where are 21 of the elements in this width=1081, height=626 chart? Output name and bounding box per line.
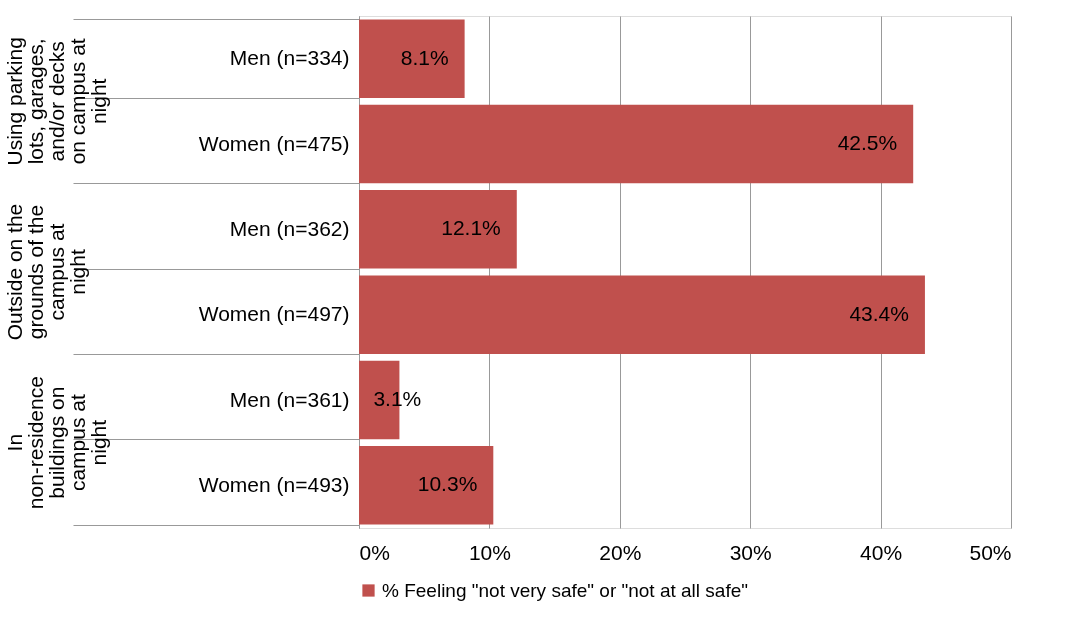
x-tick-label: 30% [729,540,772,564]
data-label: 42.5% [837,131,898,154]
data-label: 8.1% [400,45,449,69]
legend-label: % Feeling "not very safe" or "not at all safe" [382,579,748,601]
x-tick-label: 20% [599,540,642,564]
y-tick-label: Women (n=497) [198,302,350,326]
text: Using parking lots, garages, and/or decks on campus at night [3,37,110,166]
text: In non-residence buildings on campus at night [3,376,110,510]
x-tick-label: 0% [359,540,390,564]
y-tick-label: Women (n=493) [198,472,350,496]
y-tick-label: Women (n=475) [198,131,350,155]
x-tick-label: 50% [969,540,1012,564]
data-label: 12.1% [441,216,501,240]
data-label: 10.3% [417,472,478,496]
y-tick-label: Men (n=362) [229,216,350,240]
y-tick-label: Men (n=361) [229,387,350,411]
x-tick-label: 10% [468,540,511,564]
x-tick-label: 40% [860,540,903,564]
data-label: 43.4% [849,301,909,325]
text: Outside on the grounds of the campus at night [3,203,89,341]
y-tick-label: Men (n=334) [229,46,350,70]
